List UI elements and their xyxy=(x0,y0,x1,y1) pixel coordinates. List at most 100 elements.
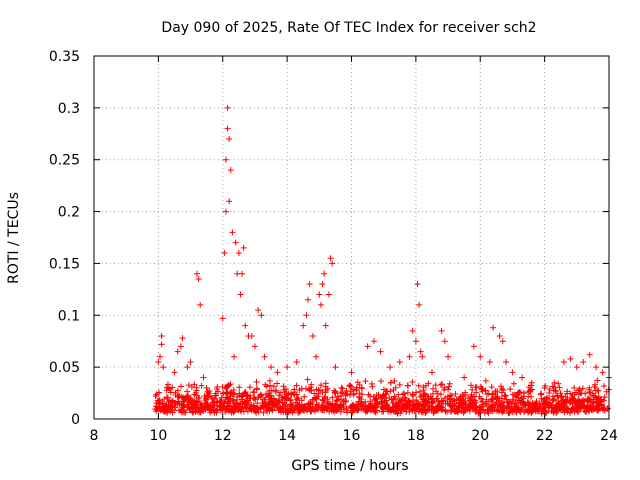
data-point xyxy=(179,335,186,342)
band-point xyxy=(594,377,601,384)
data-point xyxy=(171,369,178,376)
band-point xyxy=(322,405,329,412)
band-point xyxy=(432,406,439,413)
band-point xyxy=(391,393,398,400)
band-point xyxy=(308,381,315,388)
band-point xyxy=(287,401,294,408)
band-point xyxy=(238,408,245,415)
band-point xyxy=(384,406,391,413)
data-point xyxy=(232,239,239,246)
band-point xyxy=(445,383,452,390)
data-point xyxy=(195,275,202,282)
data-point xyxy=(177,343,184,350)
band-point xyxy=(198,382,205,389)
band-point xyxy=(409,379,416,386)
band-point xyxy=(546,385,553,392)
band-point xyxy=(430,385,437,392)
data-point xyxy=(327,255,334,262)
data-point xyxy=(293,358,300,365)
band-point xyxy=(525,384,532,391)
band-point xyxy=(517,399,524,406)
band-point xyxy=(184,396,191,403)
band-point xyxy=(560,405,567,412)
y-tick-label: 0.1 xyxy=(58,308,80,324)
data-point xyxy=(313,353,320,360)
data-point xyxy=(268,364,275,371)
band-point xyxy=(174,400,181,407)
band-point xyxy=(391,377,398,384)
band-point xyxy=(196,395,203,402)
band-point xyxy=(244,401,251,408)
x-tick-label: 18 xyxy=(407,428,425,444)
band-point xyxy=(322,389,329,396)
data-point xyxy=(499,338,506,345)
band-point xyxy=(324,398,331,405)
data-point xyxy=(580,358,587,365)
band-point xyxy=(594,395,601,402)
band-point xyxy=(166,405,173,412)
band-point xyxy=(575,387,582,394)
band-point xyxy=(208,394,215,401)
data-point xyxy=(551,379,558,386)
band-point xyxy=(439,381,446,388)
band-point xyxy=(601,382,608,389)
band-point xyxy=(282,403,289,410)
band-point xyxy=(476,393,483,400)
band-point xyxy=(326,408,333,415)
x-tick-labels: 8 10 12 14 16 18 20 22 24 xyxy=(90,428,618,444)
band-point xyxy=(221,399,228,406)
band-point xyxy=(306,386,313,393)
band-point xyxy=(332,407,339,414)
band-point xyxy=(438,398,445,405)
data-point xyxy=(414,281,421,288)
band-point xyxy=(416,388,423,395)
band-point xyxy=(446,380,453,387)
data-point xyxy=(309,333,316,340)
band-point xyxy=(214,402,221,409)
band-point xyxy=(415,405,422,412)
band-point xyxy=(348,383,355,390)
band-point xyxy=(304,376,311,383)
band-point xyxy=(513,405,520,412)
band-point xyxy=(259,396,266,403)
data-point xyxy=(284,364,291,371)
band-point xyxy=(399,397,406,404)
band-point xyxy=(589,406,596,413)
band-point xyxy=(497,383,504,390)
band-point xyxy=(280,409,287,416)
x-tick-label: 22 xyxy=(536,428,554,444)
band-point xyxy=(153,400,160,407)
band-point xyxy=(314,402,321,409)
data-point xyxy=(371,338,378,345)
band-point xyxy=(401,390,408,397)
band-point xyxy=(293,382,300,389)
band-point xyxy=(243,393,250,400)
band-point xyxy=(503,396,510,403)
band-point xyxy=(251,389,258,396)
band-point xyxy=(413,389,420,396)
band-point xyxy=(555,380,562,387)
band-point xyxy=(322,380,329,387)
band-point xyxy=(285,409,292,416)
band-point xyxy=(250,395,257,402)
band-point xyxy=(193,402,200,409)
band-point xyxy=(569,400,576,407)
data-point xyxy=(174,348,181,355)
band-point xyxy=(489,391,496,398)
data-point xyxy=(226,198,233,205)
band-point xyxy=(554,408,561,415)
band-point xyxy=(527,387,534,394)
data-point xyxy=(194,270,200,277)
band-point xyxy=(575,403,582,410)
band-point xyxy=(468,382,475,389)
band-point xyxy=(372,404,379,411)
band-point xyxy=(571,384,578,391)
band-point xyxy=(556,384,563,391)
data-point xyxy=(231,353,238,360)
band-point xyxy=(247,405,254,412)
band-point xyxy=(291,407,298,414)
band-point xyxy=(177,383,184,390)
band-point xyxy=(505,399,512,406)
band-point xyxy=(313,386,320,393)
data-point xyxy=(158,341,165,348)
